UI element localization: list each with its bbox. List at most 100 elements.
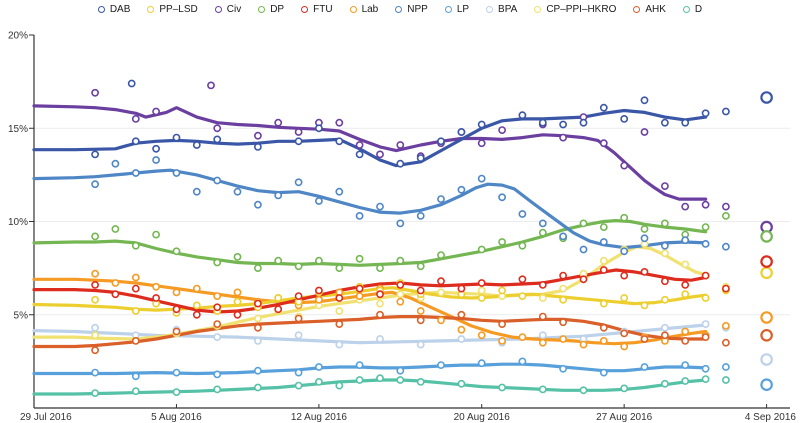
poll-point-ftu (681, 280, 690, 289)
poll-point-lp (477, 359, 486, 368)
poll-point-pplsd (701, 294, 710, 302)
scatter-pplsd (91, 279, 730, 317)
poll-point-lab (213, 292, 222, 300)
legend-item-ftu[interactable]: FTU (301, 4, 333, 15)
poll-point-cp (681, 260, 690, 269)
poll-point-pplsd (477, 294, 486, 302)
poll-point-civ (253, 131, 262, 140)
poll-point-dab (192, 141, 201, 149)
poll-point-civ (294, 128, 303, 136)
poll-point-pplsd (559, 295, 567, 304)
poll-point-ftu (518, 275, 527, 284)
poll-point-npp (416, 211, 425, 220)
poll-point-lp (518, 357, 527, 366)
poll-point-ftu (661, 277, 669, 286)
legend-marker-ftu-icon (301, 6, 309, 13)
poll-point-ahk (661, 331, 669, 340)
poll-point-lab (172, 288, 181, 297)
poll-point-dab (213, 135, 222, 144)
poll-point-d (335, 381, 344, 390)
legend-item-bpa[interactable]: BPA (486, 4, 517, 15)
poll-point-civ (152, 107, 160, 116)
trend-line-ftu (32, 268, 708, 314)
poll-point-npp (701, 239, 710, 248)
poll-point-lab (111, 279, 120, 287)
legend-label-ftu: FTU (313, 4, 333, 15)
poll-point-lab (192, 284, 201, 293)
poll-point-ahk (640, 335, 649, 343)
poll-point-ftu (172, 305, 181, 314)
legend-item-lab[interactable]: Lab (349, 4, 378, 15)
poll-point-dp (355, 254, 364, 263)
poll-point-ftu (599, 266, 608, 274)
poll-point-ftu (274, 305, 283, 314)
poll-point-ahk (620, 329, 629, 338)
poll-point-npp (579, 245, 588, 254)
legend-item-npp[interactable]: NPP (395, 4, 428, 15)
poll-point-bpa (538, 331, 547, 340)
legend-item-ahk[interactable]: AHK (633, 4, 666, 15)
poll-point-cp (396, 290, 405, 299)
poll-point-ftu (559, 271, 567, 280)
poll-point-npp (91, 180, 99, 189)
poll-point-npp (152, 156, 160, 164)
poll-point-lp (314, 363, 323, 371)
poll-point-dp (294, 262, 303, 271)
poll-point-ahk (253, 323, 262, 332)
poll-point-lp (599, 368, 608, 377)
poll-point-dab (416, 154, 425, 162)
poll-point-lp (681, 361, 690, 369)
poll-point-npp (213, 176, 222, 185)
result-point-ftu (760, 255, 773, 268)
poll-point-bpa (335, 340, 344, 349)
x-tick-label: 29 Jul 2016 (20, 412, 72, 423)
legend-label-d: D (694, 4, 703, 15)
legend-item-cp[interactable]: CP–PPI–HKRO (534, 4, 616, 15)
poll-point-d (701, 375, 710, 383)
poll-point-dp (579, 219, 588, 228)
poll-point-dp (376, 264, 384, 272)
poll-point-dab (355, 150, 364, 159)
poll-point-dp (498, 238, 506, 246)
poll-point-dp (661, 219, 669, 228)
poll-point-dp (233, 252, 242, 261)
trend-line-npp (32, 168, 708, 250)
legend-item-dab[interactable]: DAB (97, 4, 130, 15)
legend-item-pplsd[interactable]: PP–LSD (147, 4, 198, 15)
trend-line-dab (32, 108, 708, 168)
poll-point-lab (599, 336, 608, 345)
scatter-dp (91, 211, 730, 272)
legend-marker-dab-icon (97, 6, 105, 13)
poll-point-npp (172, 169, 181, 177)
poll-point-ftu (192, 310, 201, 319)
poll-point-pplsd (192, 301, 201, 310)
legend-item-d[interactable]: D (682, 4, 703, 15)
legend-item-dp[interactable]: DP (258, 4, 284, 15)
poll-point-npp (111, 159, 120, 168)
poll-point-npp (192, 187, 201, 196)
legend-marker-lab-icon (349, 6, 357, 13)
poll-point-lab (498, 336, 506, 345)
poll-point-dp (213, 258, 222, 267)
result-point-pplsd (760, 266, 773, 280)
scatter-npp (91, 156, 730, 256)
poll-point-ahk (131, 336, 140, 345)
poll-point-ahk (559, 318, 567, 327)
legend-item-civ[interactable]: Civ (214, 4, 241, 15)
poll-point-npp (294, 178, 303, 187)
poll-point-ftu (355, 284, 364, 293)
poll-point-npp (661, 241, 669, 250)
poll-point-dab (559, 120, 567, 129)
poll-point-lab (355, 292, 364, 300)
poll-point-npp (355, 211, 364, 220)
poll-point-ftu (131, 284, 140, 293)
poll-point-dp (722, 211, 730, 220)
legend-label-ahk: AHK (645, 4, 666, 15)
x-tick-label: 20 Aug 2016 (454, 412, 511, 423)
poll-point-civ (477, 139, 486, 148)
legend-item-lp[interactable]: LP (444, 4, 469, 15)
poll-point-dab (91, 150, 99, 159)
poll-point-ftu (477, 279, 486, 287)
poll-point-npp (314, 197, 323, 205)
